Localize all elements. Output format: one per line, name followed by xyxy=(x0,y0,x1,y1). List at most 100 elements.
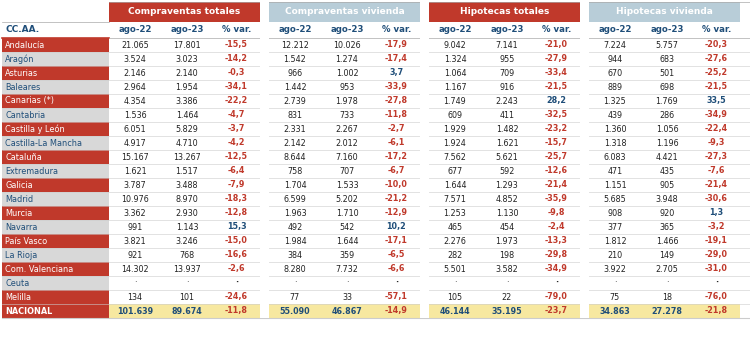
Bar xyxy=(161,52,213,66)
Bar xyxy=(213,290,260,304)
Bar xyxy=(429,122,481,136)
Bar xyxy=(373,178,420,192)
Bar xyxy=(429,276,481,290)
Text: 2.142: 2.142 xyxy=(284,139,306,148)
Text: Extremadura: Extremadura xyxy=(5,167,58,176)
Text: ·: · xyxy=(555,279,558,288)
Text: 454: 454 xyxy=(500,223,514,232)
Bar xyxy=(693,164,740,178)
Bar xyxy=(589,150,641,164)
Text: 991: 991 xyxy=(128,223,142,232)
Bar xyxy=(2,220,109,234)
Bar xyxy=(693,262,740,276)
Bar xyxy=(693,248,740,262)
Text: ·: · xyxy=(346,279,348,288)
Bar xyxy=(429,262,481,276)
Bar xyxy=(213,150,260,164)
Bar xyxy=(269,38,321,52)
Text: -12,9: -12,9 xyxy=(385,209,408,218)
Text: 1.704: 1.704 xyxy=(284,181,306,190)
Text: 4.421: 4.421 xyxy=(656,153,678,162)
Bar xyxy=(429,192,481,206)
Text: ago-22: ago-22 xyxy=(438,25,472,34)
Text: Compraventas totales: Compraventas totales xyxy=(128,8,241,17)
Text: 286: 286 xyxy=(659,111,674,120)
Bar xyxy=(693,38,740,52)
Bar xyxy=(2,136,109,150)
Bar xyxy=(641,150,693,164)
Text: Andalucía: Andalucía xyxy=(5,41,45,50)
Bar xyxy=(321,80,373,94)
Text: 1,3: 1,3 xyxy=(710,209,724,218)
Bar xyxy=(213,164,260,178)
Text: -6,5: -6,5 xyxy=(388,251,405,260)
Bar xyxy=(161,290,213,304)
Text: 384: 384 xyxy=(287,251,302,260)
Bar xyxy=(533,66,580,80)
Text: -20,3: -20,3 xyxy=(705,41,728,50)
Text: Canarias (*): Canarias (*) xyxy=(5,97,54,106)
Bar xyxy=(693,136,740,150)
Text: 709: 709 xyxy=(500,69,514,78)
Bar xyxy=(481,164,533,178)
Bar xyxy=(109,52,161,66)
Bar xyxy=(641,192,693,206)
Text: % var.: % var. xyxy=(382,25,411,34)
Text: Murcia: Murcia xyxy=(5,209,32,218)
Bar xyxy=(641,220,693,234)
Text: 411: 411 xyxy=(500,111,514,120)
Bar xyxy=(213,248,260,262)
Text: -10,0: -10,0 xyxy=(385,181,408,190)
Bar xyxy=(533,178,580,192)
Bar xyxy=(269,192,321,206)
Bar xyxy=(269,276,321,290)
Text: 3.362: 3.362 xyxy=(124,209,146,218)
Bar xyxy=(373,304,420,318)
Text: 471: 471 xyxy=(608,167,622,176)
Bar xyxy=(693,206,740,220)
Bar xyxy=(373,52,420,66)
Text: Galicia: Galicia xyxy=(5,181,33,190)
Bar xyxy=(321,290,373,304)
Bar xyxy=(533,52,580,66)
Bar xyxy=(269,220,321,234)
Text: 8.970: 8.970 xyxy=(176,195,198,204)
Bar xyxy=(213,304,260,318)
Text: -14,9: -14,9 xyxy=(385,307,408,316)
Text: 1.769: 1.769 xyxy=(656,97,678,106)
Text: % var.: % var. xyxy=(702,25,731,34)
Text: -4,2: -4,2 xyxy=(228,139,245,148)
Bar xyxy=(373,94,420,108)
Bar xyxy=(580,2,589,318)
Bar xyxy=(109,94,161,108)
Bar xyxy=(2,80,109,94)
Bar xyxy=(429,94,481,108)
Text: 27.278: 27.278 xyxy=(652,307,682,316)
Text: 3,7: 3,7 xyxy=(389,69,404,78)
Text: 3.821: 3.821 xyxy=(124,237,146,246)
Text: 5.621: 5.621 xyxy=(496,153,518,162)
Text: 1.464: 1.464 xyxy=(176,111,198,120)
Bar xyxy=(161,136,213,150)
Text: -12,8: -12,8 xyxy=(225,209,248,218)
Text: 1.542: 1.542 xyxy=(284,55,306,64)
Bar xyxy=(213,234,260,248)
Bar xyxy=(481,290,533,304)
Text: 6.051: 6.051 xyxy=(124,125,146,134)
Text: 1.973: 1.973 xyxy=(496,237,518,246)
Text: -17,1: -17,1 xyxy=(385,237,408,246)
Bar xyxy=(373,234,420,248)
Bar xyxy=(373,248,420,262)
Text: 1.929: 1.929 xyxy=(443,125,466,134)
Text: -17,9: -17,9 xyxy=(385,41,408,50)
Bar xyxy=(2,122,109,136)
Bar xyxy=(533,122,580,136)
Text: 6.083: 6.083 xyxy=(604,153,626,162)
Text: -18,3: -18,3 xyxy=(225,195,248,204)
Bar xyxy=(269,66,321,80)
Text: 7.732: 7.732 xyxy=(335,265,358,274)
Bar xyxy=(213,80,260,94)
Bar xyxy=(269,178,321,192)
Bar xyxy=(109,248,161,262)
Text: ·: · xyxy=(614,279,616,288)
